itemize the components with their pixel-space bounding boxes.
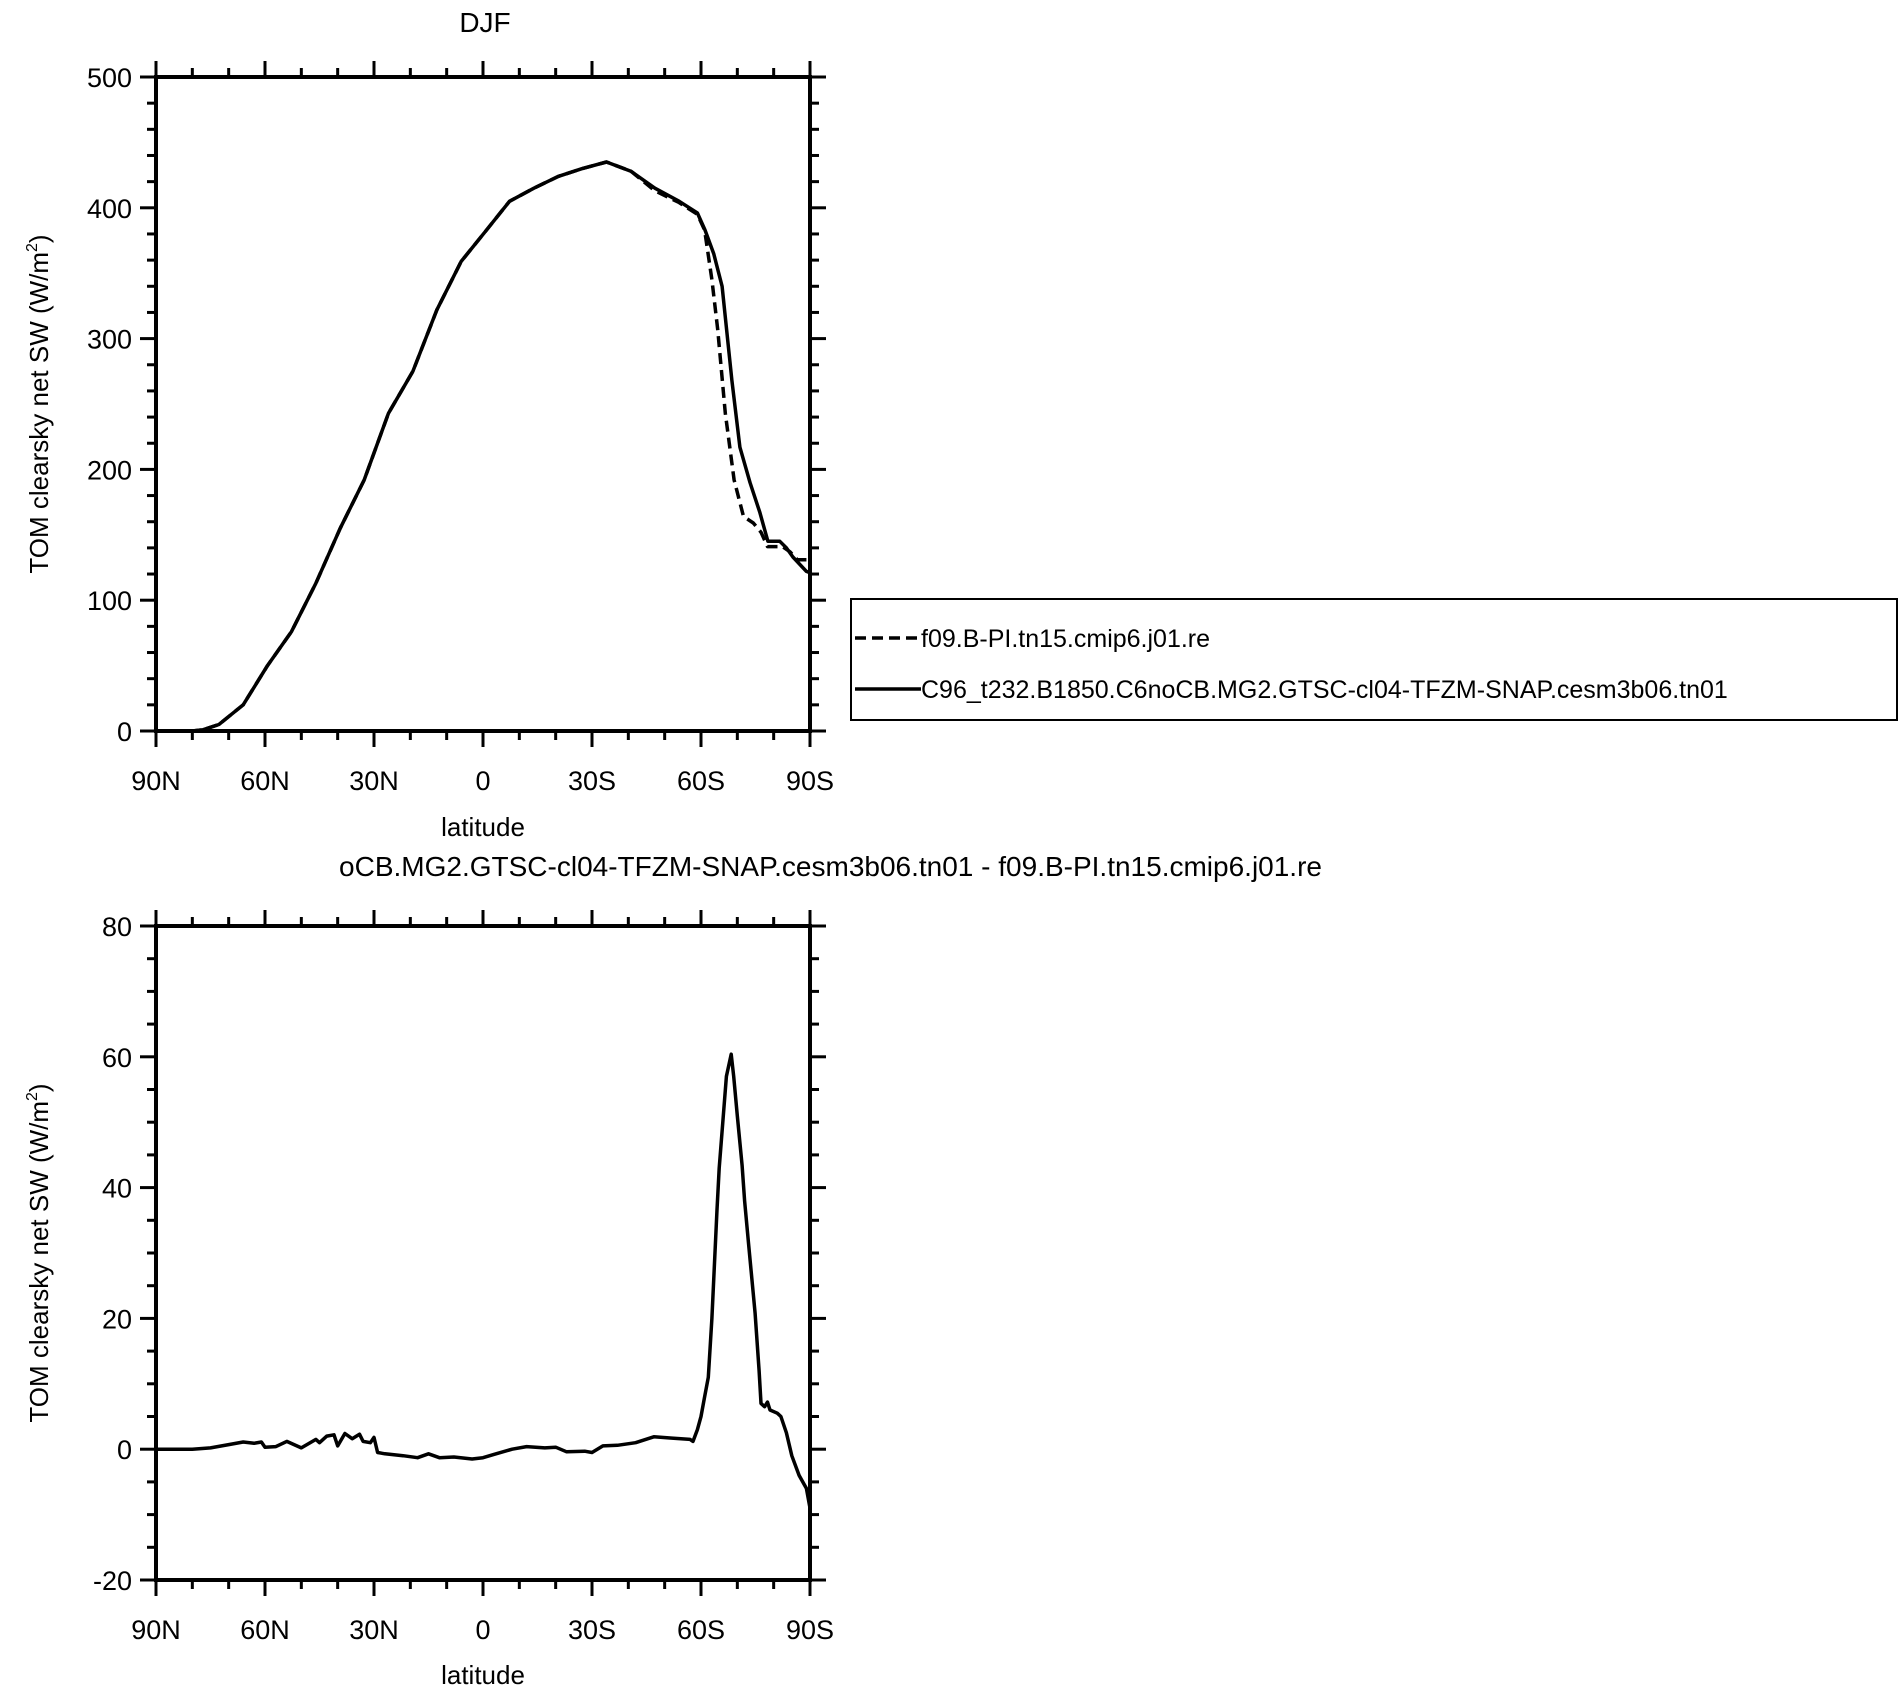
x-tick-label: 90S	[786, 766, 834, 796]
y-tick-label: 0	[117, 1435, 132, 1465]
bottom-panel-ylabel: TOM clearsky net SW (W/m2)	[24, 1083, 54, 1422]
bottom-panel-difference: oCB.MG2.GTSC-cl04-TFZM-SNAP.cesm3b06.tn0…	[24, 851, 1322, 1687]
x-tick-label: 90S	[786, 1615, 834, 1645]
x-tick-label: 30S	[568, 1615, 616, 1645]
y-tick-label: 80	[102, 912, 132, 942]
x-tick-label: 60N	[240, 1615, 290, 1645]
x-tick-label: 60S	[677, 766, 725, 796]
x-tick-label: 30N	[349, 1615, 399, 1645]
legend: f09.B-PI.tn15.cmip6.j01.re C96_t232.B185…	[850, 598, 1898, 721]
y-tick-label: 20	[102, 1304, 132, 1334]
x-tick-label: 30S	[568, 766, 616, 796]
plot-frame	[154, 75, 812, 733]
plot-frame	[154, 924, 812, 1582]
y-tick-label: 400	[87, 194, 132, 224]
top-panel-ylabel: TOM clearsky net SW (W/m2)	[24, 234, 54, 573]
y-tick-label: -20	[93, 1566, 132, 1596]
y-tick-label: 40	[102, 1174, 132, 1204]
series-line-dashed	[156, 160, 810, 733]
legend-label-c96: C96_t232.B1850.C6noCB.MG2.GTSC-cl04-TFZM…	[921, 676, 1728, 704]
x-tick-label: 0	[475, 766, 490, 796]
y-tick-label: 200	[87, 455, 132, 485]
bottom-panel-title: oCB.MG2.GTSC-cl04-TFZM-SNAP.cesm3b06.tn0…	[339, 851, 1322, 882]
series-line-solid	[156, 160, 811, 733]
legend-label-f09: f09.B-PI.tn15.cmip6.j01.re	[921, 625, 1210, 653]
y-tick-label: 0	[117, 717, 132, 747]
x-tick-label: 60N	[240, 766, 290, 796]
top-panel-xlabel: latitude	[441, 812, 525, 842]
y-tick-label: 500	[87, 63, 132, 93]
x-tick-label: 90N	[131, 766, 181, 796]
series-line-solid	[156, 1052, 812, 1509]
top-panel-title: DJF	[459, 7, 510, 38]
x-tick-label: 30N	[349, 766, 399, 796]
x-tick-label: 0	[475, 1615, 490, 1645]
bottom-panel-xlabel: latitude	[441, 1660, 525, 1687]
x-tick-label: 60S	[677, 1615, 725, 1645]
y-tick-label: 60	[102, 1043, 132, 1073]
top-panel-djf: DJF latitude TOM clearsky net SW (W/m2) …	[24, 7, 834, 842]
x-tick-label: 90N	[131, 1615, 181, 1645]
legend-box	[850, 598, 1898, 721]
y-tick-label: 100	[87, 586, 132, 616]
y-tick-label: 300	[87, 325, 132, 355]
